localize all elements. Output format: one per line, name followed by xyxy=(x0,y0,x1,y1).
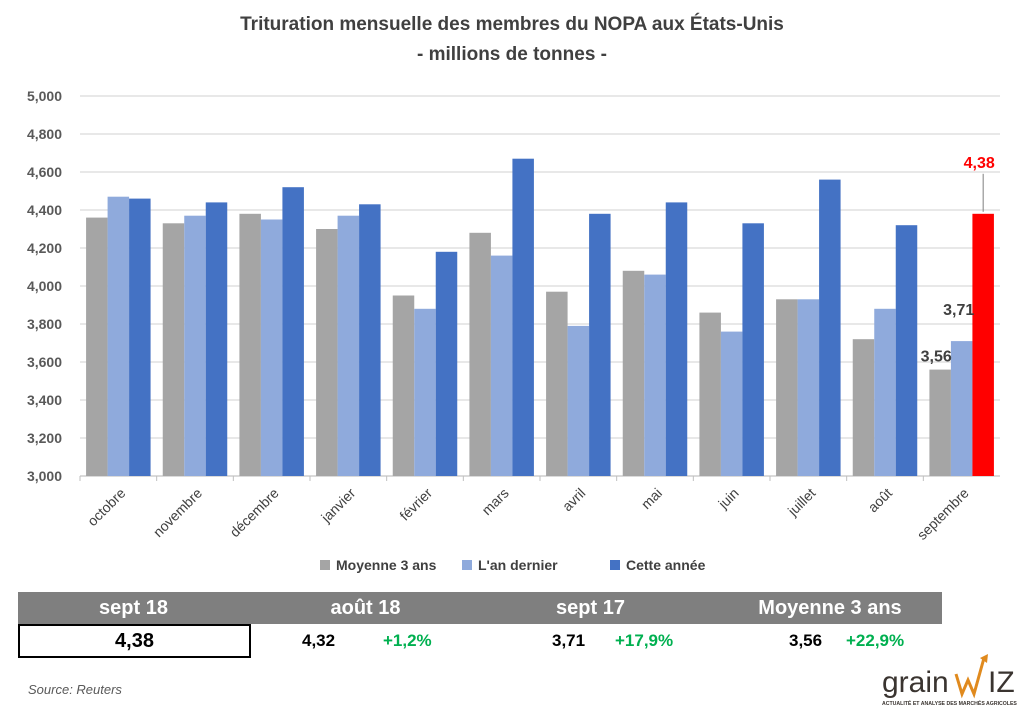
bar xyxy=(972,213,994,477)
bar xyxy=(797,299,820,476)
current-value: 4,38 xyxy=(18,624,251,658)
x-tick-label: avril xyxy=(559,485,588,514)
bar-chart: 3,000 3,200 3,400 3,600 3,800 4,000 4,200 4,400… xyxy=(27,88,1000,543)
x-tick-label: septembre xyxy=(914,485,972,543)
x-tick-label: juillet xyxy=(784,485,819,520)
bar xyxy=(392,295,415,476)
value-sept17: 3,71 xyxy=(552,631,586,650)
bar xyxy=(239,213,261,477)
x-tick-label: mars xyxy=(478,485,511,518)
y-tick-label: 4,800 xyxy=(27,126,62,142)
data-label: 3,71 xyxy=(943,302,974,319)
bar xyxy=(86,217,108,476)
bar xyxy=(435,251,458,476)
bar xyxy=(205,202,228,476)
data-label: 4,38 xyxy=(964,155,995,172)
header-aout18: août 18 xyxy=(330,597,401,619)
header-sept18: sept 18 xyxy=(99,597,168,619)
y-tick-label: 4,200 xyxy=(27,240,62,256)
bar xyxy=(665,202,688,476)
bar xyxy=(414,308,436,476)
bar xyxy=(895,225,918,476)
chart-subtitle: - millions de tonnes - xyxy=(416,44,607,65)
bar xyxy=(644,274,666,476)
summary-header: sept 18 août 18 sept 17 Moyenne 3 ans xyxy=(18,592,942,624)
bar xyxy=(162,223,185,476)
chart-title: Trituration mensuelle des membres du NOP… xyxy=(240,14,784,35)
bar xyxy=(469,232,491,476)
svg-text:grain: grain xyxy=(882,666,949,699)
legend-swatch xyxy=(610,560,620,570)
y-tick-label: 3,200 xyxy=(27,430,62,446)
header-sept17: sept 17 xyxy=(556,597,625,619)
bar xyxy=(359,204,381,477)
legend-label: Moyenne 3 ans xyxy=(336,557,437,573)
y-tick-label: 3,800 xyxy=(27,316,62,332)
y-tick-label: 5,000 xyxy=(27,88,62,104)
bar xyxy=(699,312,721,476)
bar xyxy=(107,196,130,476)
bar xyxy=(742,223,764,476)
x-tick-label: décembre xyxy=(226,485,281,540)
y-tick-label: 3,600 xyxy=(27,354,62,370)
bar xyxy=(129,198,151,476)
x-tick-label: mai xyxy=(638,485,665,512)
change-sept17: +17,9% xyxy=(615,631,674,650)
bar xyxy=(720,331,743,476)
svg-text:IZ: IZ xyxy=(988,666,1015,699)
bar xyxy=(622,270,645,476)
bar xyxy=(874,308,896,476)
y-tick-label: 4,400 xyxy=(27,202,62,218)
bar xyxy=(512,158,534,476)
legend-label: Cette année xyxy=(626,557,706,573)
legend: Moyenne 3 ans L'an dernier Cette année xyxy=(0,557,1024,579)
bar xyxy=(929,369,951,476)
bar xyxy=(950,341,973,476)
change-moyenne: +22,9% xyxy=(846,631,905,650)
y-tick-label: 3,000 xyxy=(27,468,62,484)
legend-item-moyenne: Moyenne 3 ans xyxy=(320,557,436,573)
x-tick-label: octobre xyxy=(84,485,128,529)
y-tick-label: 4,000 xyxy=(27,278,62,294)
bar xyxy=(260,219,283,476)
x-tick-label: janvier xyxy=(317,485,358,526)
y-tick-label: 3,400 xyxy=(27,392,62,408)
data-label: 3,56 xyxy=(921,349,952,366)
source-note: Source: Reuters xyxy=(28,682,122,697)
header-moyenne: Moyenne 3 ans xyxy=(758,597,902,619)
bar xyxy=(776,299,798,476)
legend-label: L'an dernier xyxy=(478,557,558,573)
bar xyxy=(546,291,568,476)
svg-text:ACTUALITÉ ET ANALYSE DES MARCH: ACTUALITÉ ET ANALYSE DES MARCHÉS AGRICOL… xyxy=(882,699,1017,707)
bar xyxy=(316,229,338,476)
legend-swatch xyxy=(320,560,330,570)
x-tick-label: novembre xyxy=(150,485,205,540)
bar xyxy=(490,255,513,476)
legend-item-cette-annee: Cette année xyxy=(610,557,705,573)
value-moyenne: 3,56 xyxy=(789,631,823,650)
x-tick-label: août xyxy=(865,485,896,516)
value-aout18: 4,32 xyxy=(302,631,336,650)
bar xyxy=(852,339,875,476)
bar xyxy=(589,213,611,477)
bar xyxy=(282,187,304,476)
bar xyxy=(819,179,841,476)
bar xyxy=(337,215,360,476)
grainwiz-logo: grain IZ ACTUALITÉ ET ANALYSE DES MARCHÉ… xyxy=(882,654,1017,707)
x-tick-label: juin xyxy=(714,485,741,512)
y-tick-label: 4,600 xyxy=(27,164,62,180)
legend-item-an-dernier: L'an dernier xyxy=(462,557,558,573)
legend-swatch xyxy=(462,560,472,570)
bar xyxy=(184,215,206,476)
bar xyxy=(567,325,590,476)
change-aout18: +1,2% xyxy=(383,631,432,650)
x-tick-label: février xyxy=(396,485,435,524)
